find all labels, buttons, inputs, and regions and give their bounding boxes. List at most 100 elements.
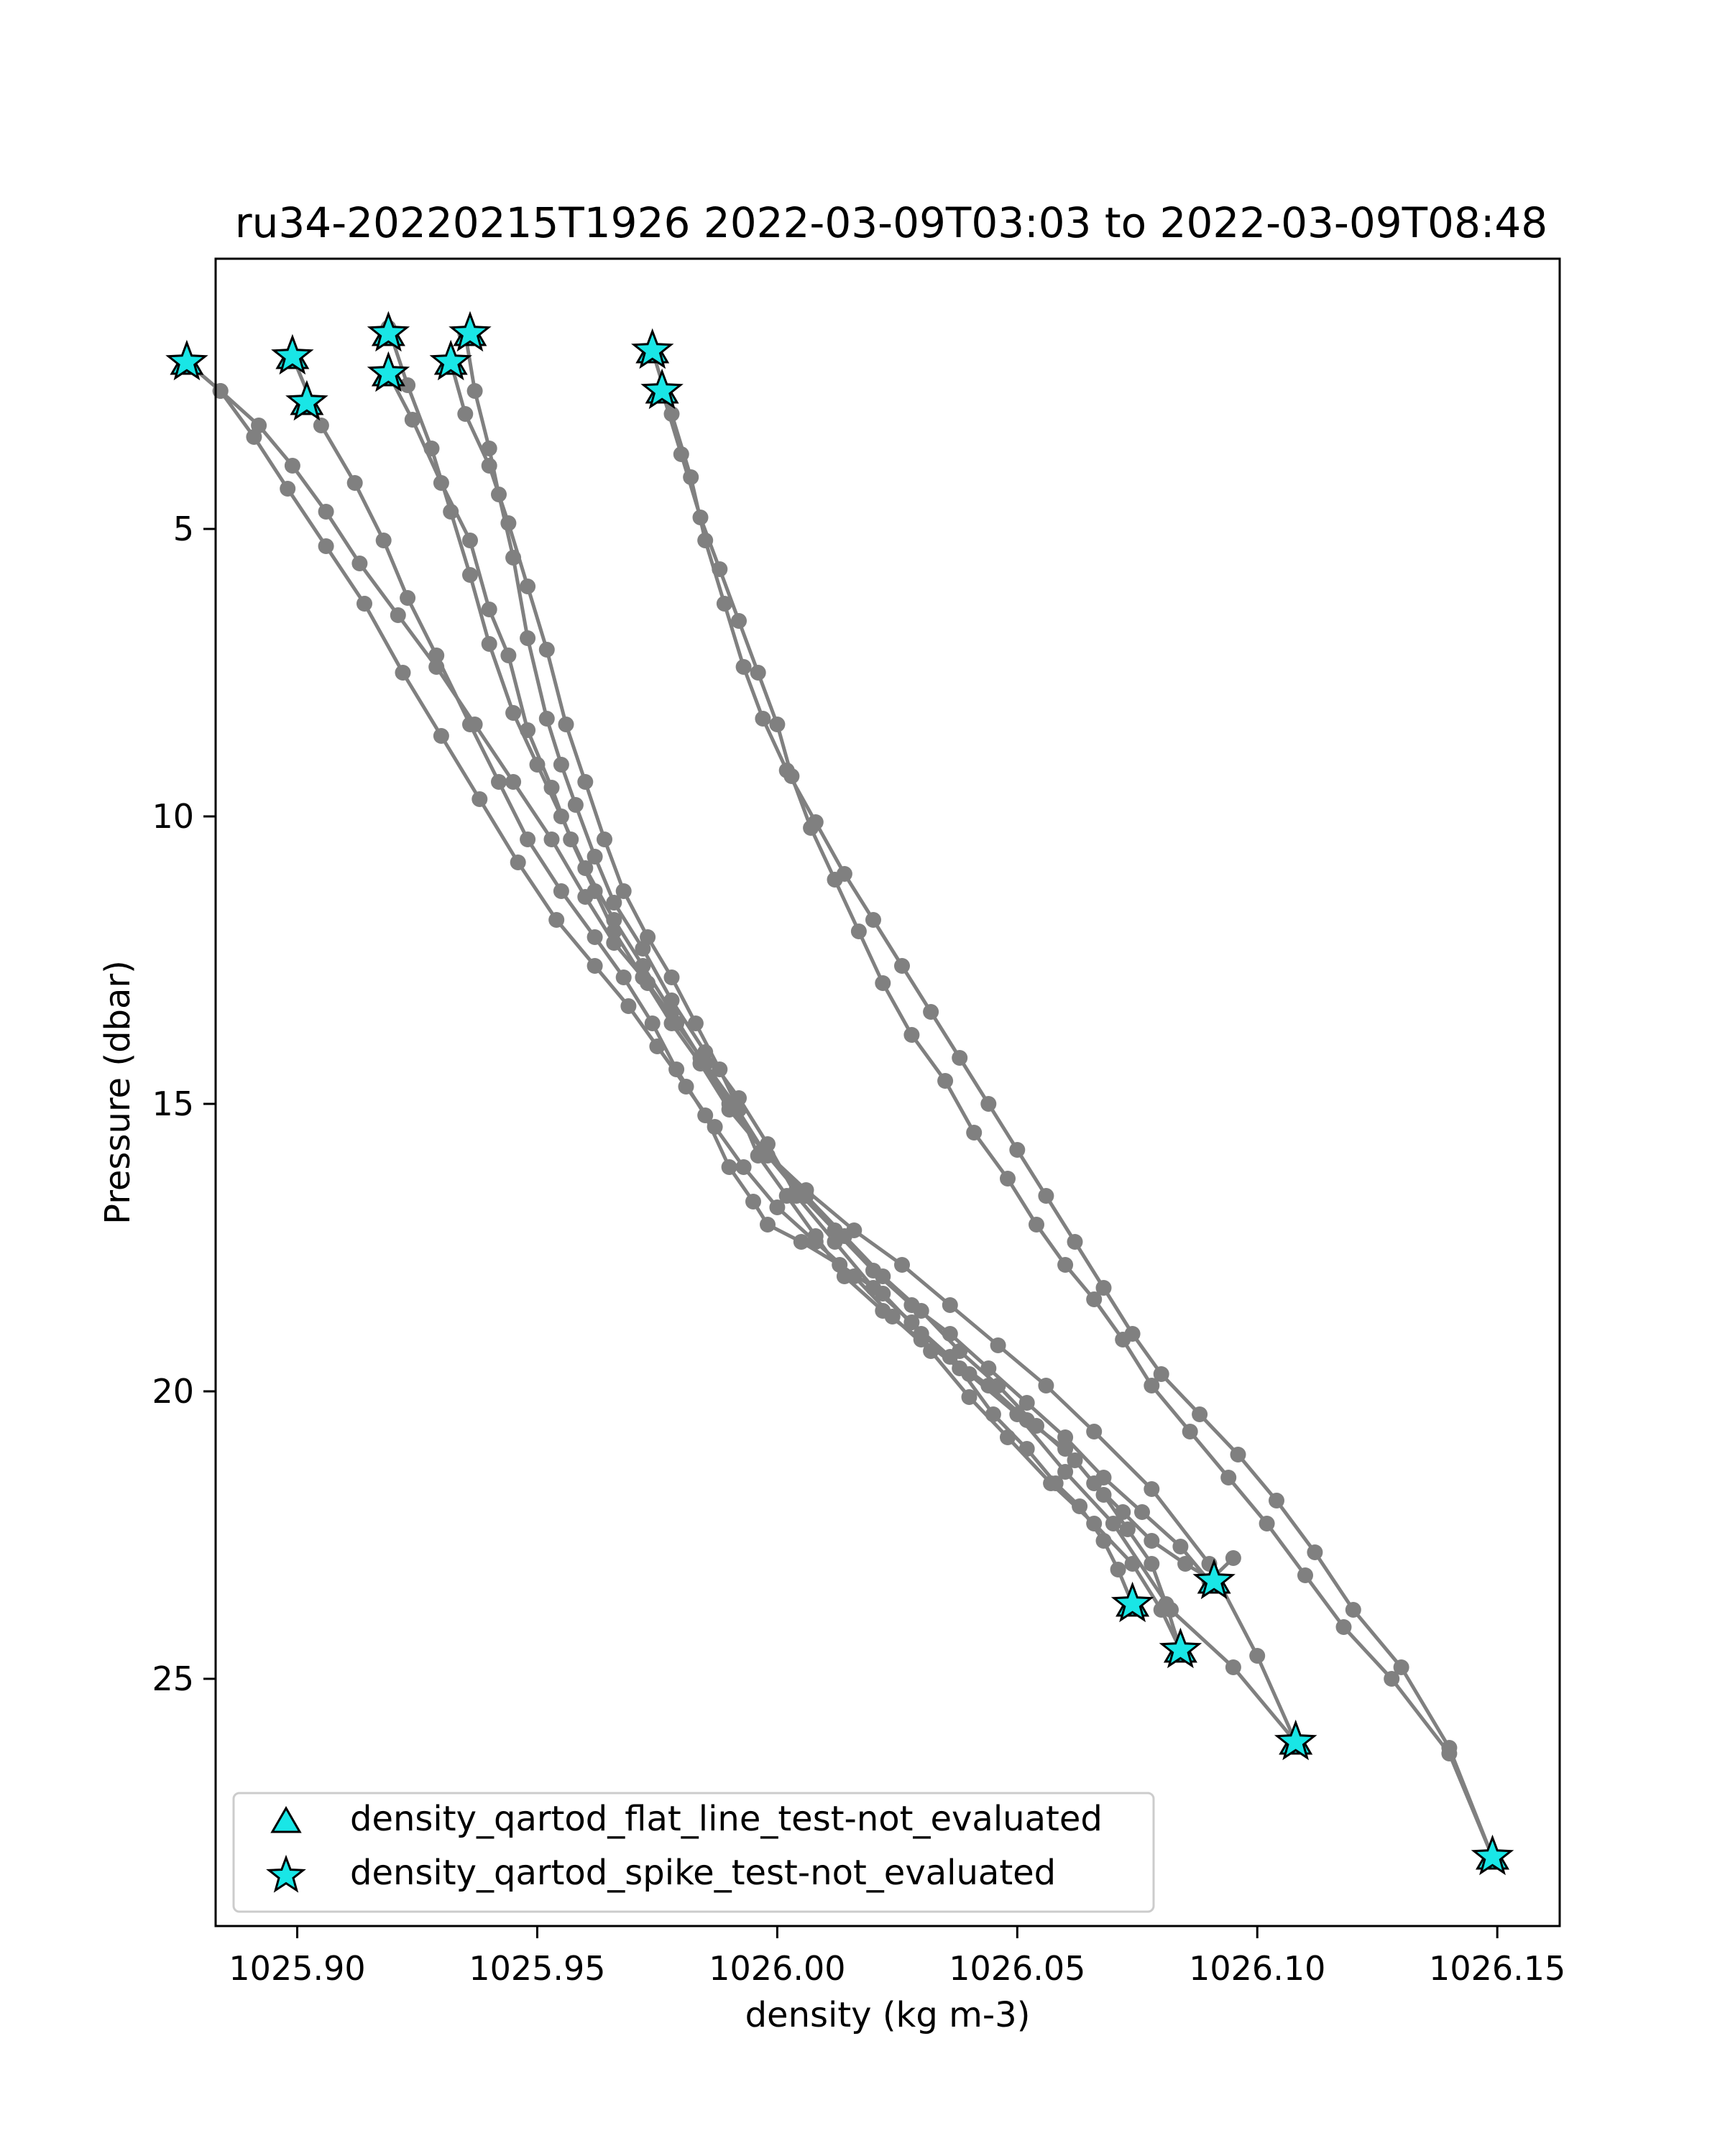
profile-point bbox=[1144, 1378, 1160, 1393]
profile-point bbox=[529, 757, 546, 773]
profile-point bbox=[846, 1268, 862, 1284]
y-tick-label: 10 bbox=[152, 797, 194, 836]
profile-point bbox=[1225, 1659, 1241, 1675]
profile-point bbox=[423, 441, 440, 456]
profile-point bbox=[745, 1194, 761, 1210]
profile-point bbox=[712, 561, 728, 577]
profile-point bbox=[798, 1182, 814, 1198]
profile-point bbox=[313, 418, 329, 433]
profile-line-7 bbox=[650, 350, 1494, 1858]
x-tick-label: 1026.00 bbox=[709, 1949, 845, 1988]
profile-point bbox=[246, 429, 262, 445]
profile-point bbox=[1441, 1746, 1458, 1761]
profile-point bbox=[481, 602, 497, 617]
profile-point bbox=[1095, 1470, 1112, 1485]
profile-point bbox=[606, 912, 622, 928]
profile-point bbox=[923, 1343, 939, 1359]
profile-point bbox=[318, 538, 334, 554]
profile-point bbox=[952, 1050, 968, 1066]
profile-point bbox=[615, 883, 632, 899]
profile-point bbox=[481, 441, 497, 456]
profile-point bbox=[678, 1079, 694, 1095]
legend-label-spike: density_qartod_spike_test-not_evaluated bbox=[350, 1853, 1056, 1893]
profile-point bbox=[472, 791, 488, 807]
profile-point bbox=[803, 820, 819, 836]
profile-point bbox=[692, 510, 709, 525]
profile-point bbox=[553, 808, 569, 824]
spike-test-marker bbox=[1471, 1834, 1514, 1876]
profile-point bbox=[961, 1366, 978, 1382]
profile-point bbox=[735, 659, 752, 675]
profile-point bbox=[351, 556, 368, 571]
profile-point bbox=[390, 607, 406, 623]
profile-point bbox=[865, 1263, 881, 1279]
profile-point bbox=[1000, 1429, 1016, 1445]
legend-triangle-shape bbox=[270, 1806, 302, 1833]
profile-point bbox=[755, 1142, 771, 1158]
profile-point bbox=[567, 797, 584, 813]
profile-point bbox=[404, 412, 420, 428]
profile-point bbox=[462, 567, 478, 583]
legend-triangle-marker bbox=[270, 1806, 302, 1833]
profile-point bbox=[505, 705, 522, 721]
profile-point bbox=[1038, 1378, 1054, 1393]
profile-point bbox=[375, 533, 392, 548]
profile-point bbox=[606, 895, 622, 911]
profile-point bbox=[1220, 1470, 1237, 1485]
profile-point bbox=[903, 1297, 920, 1313]
spike-test-marker bbox=[1192, 1558, 1236, 1600]
profile-point bbox=[1009, 1406, 1026, 1422]
profile-point bbox=[673, 446, 689, 462]
profile-point bbox=[1393, 1659, 1409, 1675]
profile-point bbox=[620, 998, 637, 1014]
profile-point bbox=[577, 860, 594, 876]
profile-point bbox=[586, 929, 603, 945]
profile-point bbox=[827, 1222, 843, 1238]
profile-point bbox=[481, 458, 497, 474]
profile-point bbox=[1335, 1619, 1352, 1635]
chart-title: ru34-20220215T1926 2022-03-09T03:03 to 2… bbox=[235, 198, 1547, 247]
profile-point bbox=[538, 642, 555, 658]
legend: density_qartod_flat_line_test-not_evalua… bbox=[232, 1792, 1155, 1913]
spike-test-marker bbox=[631, 328, 674, 369]
spike-test-marker bbox=[1159, 1627, 1202, 1669]
spike-test-marker bbox=[285, 379, 328, 421]
profile-point bbox=[356, 596, 372, 612]
x-tick-label: 1025.95 bbox=[469, 1949, 605, 1988]
profile-point bbox=[443, 504, 459, 520]
profile-point bbox=[500, 648, 517, 663]
profile-point bbox=[1072, 1498, 1088, 1514]
legend-star-marker bbox=[266, 1854, 306, 1893]
profile-point bbox=[1057, 1257, 1074, 1273]
profile-line-8 bbox=[660, 390, 1494, 1858]
profile-point bbox=[697, 1056, 714, 1072]
profile-point bbox=[1095, 1487, 1112, 1503]
spike-test-marker bbox=[640, 368, 684, 410]
profile-point bbox=[850, 923, 867, 939]
x-axis-label: density (kg m-3) bbox=[745, 1995, 1031, 2035]
markers-layer bbox=[165, 310, 1514, 1876]
profile-point bbox=[520, 831, 536, 847]
y-axis-ticks: 5 10 15 20 25 bbox=[152, 510, 216, 1698]
profile-point bbox=[1119, 1521, 1136, 1537]
x-tick-label: 1026.10 bbox=[1189, 1949, 1325, 1988]
profile-point bbox=[428, 659, 445, 675]
profile-point bbox=[1249, 1648, 1266, 1664]
spike-test-marker bbox=[367, 351, 410, 392]
profile-point bbox=[318, 504, 334, 520]
profile-point bbox=[942, 1326, 958, 1342]
profile-point bbox=[520, 630, 536, 646]
profile-point bbox=[346, 475, 363, 491]
profile-point bbox=[712, 1061, 728, 1077]
profile-point bbox=[1225, 1550, 1241, 1566]
x-axis-ticks: 1025.90 1025.95 1026.00 1026.05 1026.10 1026.… bbox=[229, 1926, 1565, 1988]
profile-point bbox=[1086, 1291, 1103, 1307]
profile-point bbox=[1029, 1217, 1044, 1233]
profile-point bbox=[586, 849, 603, 865]
profile-line-3 bbox=[387, 327, 1235, 1583]
profile-point bbox=[615, 969, 632, 985]
x-tick-label: 1026.05 bbox=[949, 1949, 1085, 1988]
profile-point bbox=[1105, 1516, 1121, 1531]
profile-point bbox=[937, 1073, 954, 1089]
